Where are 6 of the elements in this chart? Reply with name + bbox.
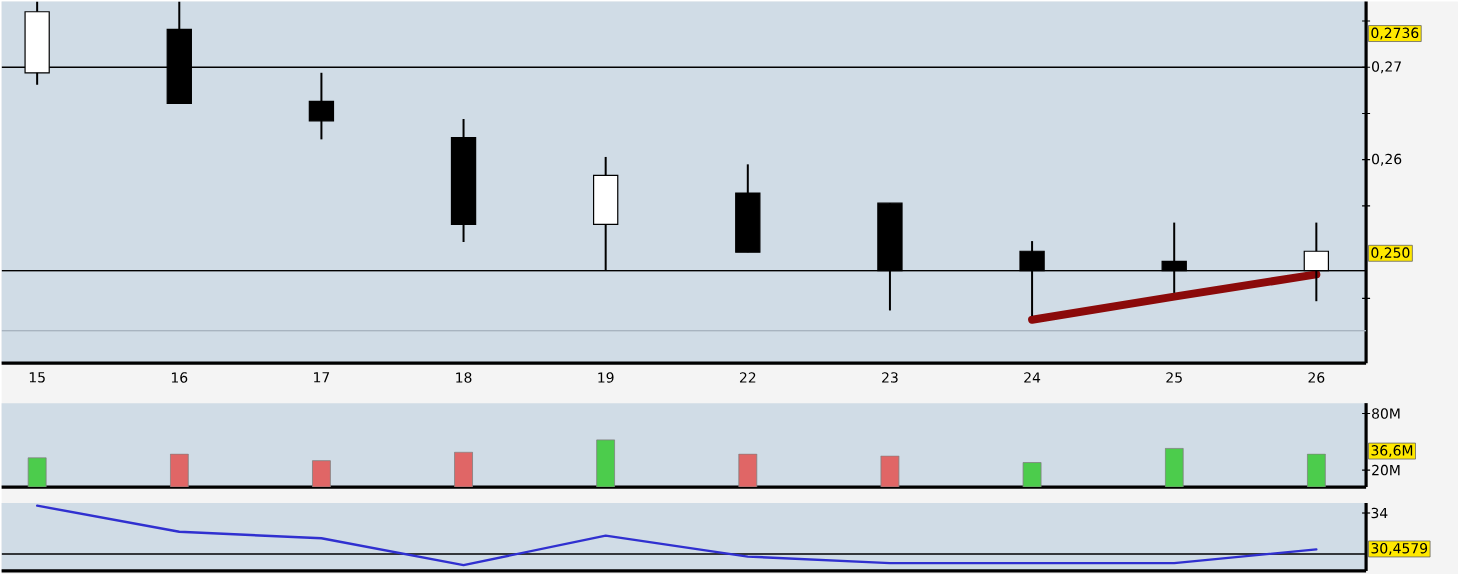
bar — [1306, 453, 1326, 487]
bar — [169, 453, 189, 487]
bar — [312, 459, 331, 487]
bar — [454, 451, 473, 487]
candlestick — [308, 71, 335, 140]
bar — [1164, 447, 1184, 487]
